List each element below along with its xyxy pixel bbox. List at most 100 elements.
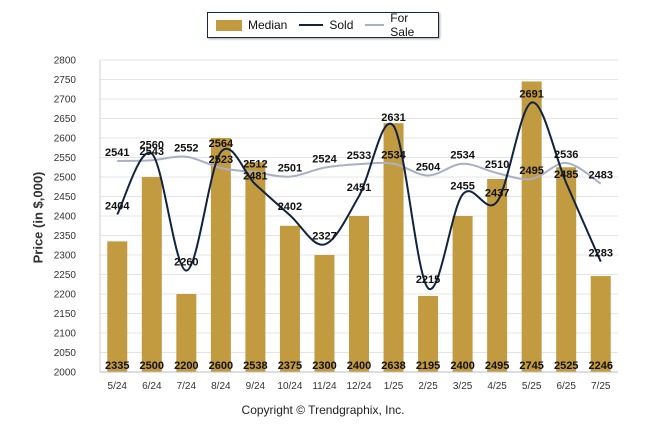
for-sale-value-label: 2534 <box>381 150 406 162</box>
for-sale-value-label: 2533 <box>347 150 371 162</box>
for-sale-value-label: 2483 <box>588 170 612 182</box>
median-value-label: 2500 <box>140 360 164 372</box>
for-sale-value-label: 2523 <box>209 154 233 166</box>
median-bar <box>590 276 611 372</box>
y-tick-label: 2150 <box>54 309 77 320</box>
for-sale-value-label: 2495 <box>519 165 543 177</box>
x-tick-label: 10/24 <box>277 381 302 392</box>
median-bar <box>107 241 128 372</box>
sold-value-label: 2631 <box>381 112 405 124</box>
y-tick-label: 2650 <box>54 114 77 125</box>
y-tick-label: 2800 <box>54 56 77 67</box>
for-sale-line <box>117 155 602 185</box>
x-tick-label: 7/24 <box>177 381 197 392</box>
sold-series <box>116 101 602 290</box>
median-value-label: 2538 <box>243 360 267 372</box>
median-bar <box>418 295 439 372</box>
median-bar <box>314 255 335 372</box>
median-value-label: 2638 <box>381 360 405 372</box>
legend-item-median: Median <box>216 18 287 32</box>
y-tick-label: 2000 <box>54 368 77 379</box>
median-swatch <box>216 19 242 31</box>
y-tick-label: 2550 <box>54 153 77 164</box>
for-sale-value-label: 2524 <box>312 154 337 166</box>
legend: Median Sold For Sale <box>207 11 439 39</box>
sold-value-label: 2691 <box>519 89 543 101</box>
sold-value-label: 2283 <box>588 248 612 260</box>
for-sale-value-label: 2501 <box>278 163 302 175</box>
median-bar <box>279 225 300 372</box>
y-tick-label: 2200 <box>54 290 77 301</box>
x-tick-label: 4/25 <box>487 381 507 392</box>
data-labels: 2335 2500 2200 2600 2538 2375 2300 2400 2638 2195… <box>105 89 613 372</box>
sold-line <box>116 101 602 290</box>
median-bar <box>383 123 404 373</box>
legend-label-for-sale: For Sale <box>390 11 415 39</box>
sold-value-label: 2485 <box>554 169 578 181</box>
median-bar <box>349 216 369 372</box>
median-bar <box>141 177 162 372</box>
median-bar <box>176 294 197 372</box>
median-bar <box>521 81 542 372</box>
median-value-label: 2495 <box>485 360 509 372</box>
median-value-label: 2246 <box>588 360 612 372</box>
sold-value-label: 2404 <box>105 200 130 212</box>
copyright-text: Copyright © Trendgraphix, Inc. <box>241 403 405 417</box>
x-tick-label: 7/25 <box>591 381 611 392</box>
legend-item-sold: Sold <box>299 18 353 32</box>
y-tick-label: 2750 <box>54 75 77 86</box>
median-bar <box>210 138 231 372</box>
for-sale-value-label: 2504 <box>416 161 441 173</box>
median-bar <box>452 216 473 372</box>
axes: 2000 2050 2100 2150 2200 2250 2300 2350 2400 2450… <box>54 56 618 392</box>
median-bar <box>487 178 508 372</box>
sold-value-label: 2560 <box>140 140 164 152</box>
y-tick-label: 2700 <box>54 95 77 106</box>
median-value-label: 2335 <box>105 360 129 372</box>
y-tick-label: 2350 <box>54 231 77 242</box>
median-value-label: 2200 <box>174 360 198 372</box>
for-sale-swatch <box>365 24 385 26</box>
median-value-label: 2375 <box>278 360 302 372</box>
y-tick-label: 2300 <box>54 251 77 262</box>
for-sale-series <box>117 155 602 185</box>
y-tick-label: 2400 <box>54 212 77 223</box>
x-tick-label: 6/24 <box>142 381 162 392</box>
sold-value-label: 2327 <box>312 230 336 242</box>
sold-value-label: 2402 <box>278 201 302 213</box>
y-tick-label: 2600 <box>54 134 77 145</box>
median-bar <box>556 167 577 372</box>
sold-value-label: 2564 <box>209 138 234 150</box>
for-sale-value-label: 2512 <box>243 158 267 170</box>
x-tick-label: 2/25 <box>418 381 438 392</box>
legend-item-for-sale: For Sale <box>365 11 426 39</box>
x-tick-label: 12/24 <box>346 381 371 392</box>
sold-value-label: 2455 <box>450 181 474 193</box>
for-sale-value-label: 2536 <box>554 149 578 161</box>
y-axis-label: Price (in $,000) <box>30 171 46 264</box>
legend-label-median: Median <box>248 18 288 32</box>
median-value-label: 2195 <box>416 360 440 372</box>
median-value-label: 2300 <box>312 360 336 372</box>
y-tick-label: 2100 <box>54 329 77 340</box>
for-sale-value-label: 2552 <box>174 143 198 155</box>
x-tick-label: 11/24 <box>312 381 337 392</box>
x-tick-label: 9/24 <box>246 381 266 392</box>
for-sale-value-label: 2541 <box>105 147 129 159</box>
x-tick-label: 8/24 <box>211 381 231 392</box>
median-value-label: 2400 <box>347 360 371 372</box>
x-tick-label: 5/24 <box>108 381 128 392</box>
median-value-label: 2745 <box>519 360 543 372</box>
sold-value-label: 2260 <box>174 257 198 269</box>
median-value-label: 2400 <box>450 360 474 372</box>
median-value-label: 2600 <box>209 360 233 372</box>
y-tick-label: 2500 <box>54 173 77 184</box>
y-tick-label: 2450 <box>54 192 77 203</box>
legend-label-sold: Sold <box>329 18 354 32</box>
sold-value-label: 2481 <box>243 170 267 182</box>
y-tick-label: 2050 <box>54 348 77 359</box>
for-sale-value-label: 2510 <box>485 159 509 171</box>
sold-value-label: 2451 <box>347 182 371 194</box>
sold-value-label: 2437 <box>485 188 509 200</box>
